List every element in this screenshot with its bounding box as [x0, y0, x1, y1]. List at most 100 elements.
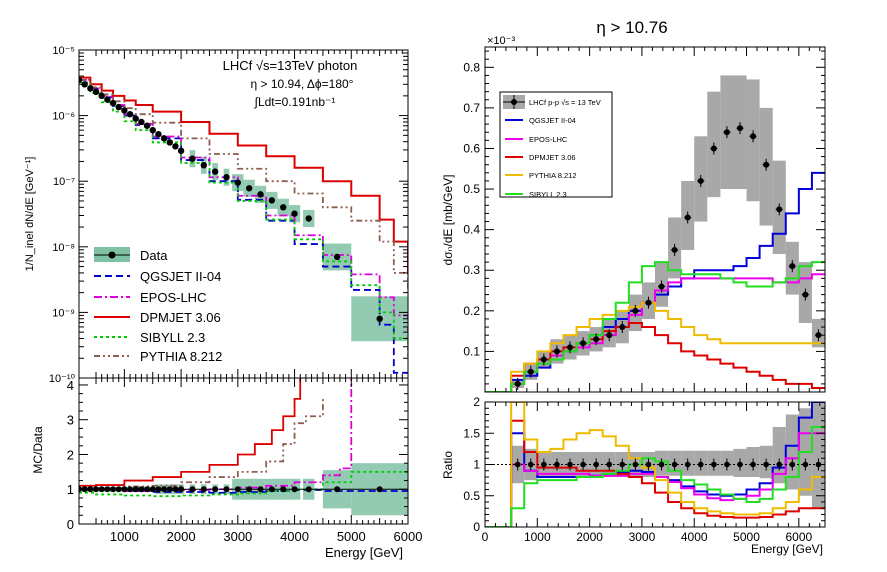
y-tick-label: 0.7 — [463, 101, 480, 115]
x-tick-label: 6000 — [394, 529, 423, 544]
data-point — [160, 135, 168, 142]
legend-label-sibyll-2-3: SIBYLL 2.3 — [140, 330, 205, 345]
right-legend-box — [499, 91, 613, 198]
right-bottom-plot-area — [485, 402, 825, 527]
annotation-eta: η > 10.94, Δϕ=180° — [251, 77, 354, 91]
ratio-epos-lhc-line — [79, 378, 353, 492]
data-point — [155, 131, 162, 138]
y-tick-label: 0.2 — [463, 304, 480, 318]
x-tick-label: 6000 — [785, 530, 812, 544]
y-tick-label: 10⁻⁷ — [53, 176, 75, 188]
data-point — [684, 214, 691, 221]
ratio-data-point — [619, 461, 626, 468]
ratio-data-point — [606, 461, 613, 468]
x-tick-label: 5000 — [337, 529, 366, 544]
y-tick-label: 10⁻⁸ — [52, 242, 75, 254]
ratio-data-point — [802, 461, 809, 468]
x-tick-label: 2000 — [167, 529, 196, 544]
x-tick-label: 0 — [482, 530, 489, 544]
data-point — [115, 103, 122, 111]
x-tick-label: 1000 — [110, 529, 139, 544]
ratio-data-point — [632, 461, 639, 468]
ratio-data-point — [567, 461, 573, 468]
y-tick-label: 3 — [67, 413, 74, 428]
data-point — [92, 88, 100, 96]
hist-pythia-8-212-line — [485, 301, 825, 392]
ratio-systematic-band — [772, 427, 786, 484]
x-tick-label: 2000 — [576, 530, 603, 544]
ratio-hist-sibyll-2-3-line — [485, 426, 825, 527]
ratio-data-point — [514, 461, 521, 468]
ratio-data-point — [580, 461, 586, 468]
series-pythia-8-212-line — [79, 79, 408, 293]
ratio-data-point — [541, 461, 547, 468]
legend-label-pythia-8-212: PYTHIA 8.212 — [529, 171, 577, 180]
y-tick-label: 1.5 — [463, 426, 480, 440]
x-tick-label: 3000 — [629, 530, 656, 544]
x-tick-label: 3000 — [223, 529, 252, 544]
y-tick-label: 0.6 — [463, 141, 480, 155]
y-tick-label: 10⁻⁵ — [52, 45, 75, 57]
data-point — [514, 380, 521, 387]
y-tick-label: 0.4 — [463, 223, 480, 237]
data-point — [126, 111, 134, 118]
ratio-data-point — [697, 461, 704, 468]
data-point — [737, 125, 743, 132]
legend-label-epos-lhc: EPOS-LHC — [140, 290, 206, 305]
ratio-data-point — [658, 461, 665, 468]
left-top-plot-area — [79, 76, 408, 378]
data-point — [606, 332, 613, 339]
legend-data-marker — [108, 251, 116, 259]
ratio-data-point — [645, 461, 652, 468]
ratio-data-point — [750, 461, 756, 468]
y-tick-label: 0.8 — [463, 60, 480, 74]
data-point — [200, 162, 207, 169]
x-tick-label: 4000 — [280, 529, 309, 544]
legend-label-pythia-8-212: PYTHIA 8.212 — [140, 349, 222, 364]
data-point — [815, 332, 822, 339]
legend-label-data: Data — [140, 248, 168, 263]
ratio-data-point — [763, 461, 769, 468]
y-tick-label: 0.5 — [463, 489, 480, 503]
data-point — [632, 307, 639, 314]
ratio-systematic-band — [811, 402, 825, 509]
y-tick-label: 10⁻⁹ — [52, 307, 75, 319]
annotation-luminosity: ∫Ldt=0.191nb⁻¹ — [254, 95, 336, 109]
x-tick-label: 4000 — [681, 530, 708, 544]
ratio-data-point — [593, 461, 599, 468]
y-tick-label: 1 — [473, 458, 480, 472]
y-tick-label: 0 — [473, 520, 480, 534]
ratio-hist-pythia-8-212-line — [485, 402, 825, 527]
ratio-hist-dpmjet-3-06-line — [485, 419, 825, 527]
data-point — [776, 206, 783, 213]
data-point — [87, 85, 94, 92]
data-point — [257, 191, 264, 198]
hist-sibyll-2-3-line — [485, 261, 825, 392]
data-point — [121, 107, 128, 114]
ratio-data-point — [671, 461, 678, 468]
ratio-data-point — [684, 461, 691, 468]
y-tick-label: 4 — [67, 378, 74, 393]
x-tick-label: 5000 — [733, 530, 760, 544]
ratio-data-point — [724, 461, 730, 468]
right-top-y-axis-label: dσₙ/dE [mb/GeV] — [441, 175, 455, 266]
legend-data-marker — [511, 99, 517, 105]
data-point — [376, 315, 383, 322]
right-bottom-y-axis-label: Ratio — [441, 451, 455, 479]
data-point — [177, 147, 185, 155]
ratio-sibyll-2-3-line — [79, 468, 408, 498]
data-point — [645, 299, 652, 306]
data-point — [98, 92, 105, 100]
data-point — [305, 215, 312, 222]
data-point — [166, 139, 173, 146]
right-chart-title: η > 10.76 — [596, 18, 667, 37]
data-point — [79, 76, 83, 84]
y-tick-label: 0.1 — [463, 344, 480, 358]
data-point — [553, 348, 560, 355]
legend-label-lhcf-p-p-s-13-tev: LHCf p-p √s = 13 TeV — [529, 98, 601, 107]
data-point — [104, 96, 111, 103]
ratio-data-point — [789, 461, 796, 468]
data-point — [81, 81, 88, 88]
legend-label-qgsjet-ii-04: QGSJET II-04 — [140, 269, 221, 284]
